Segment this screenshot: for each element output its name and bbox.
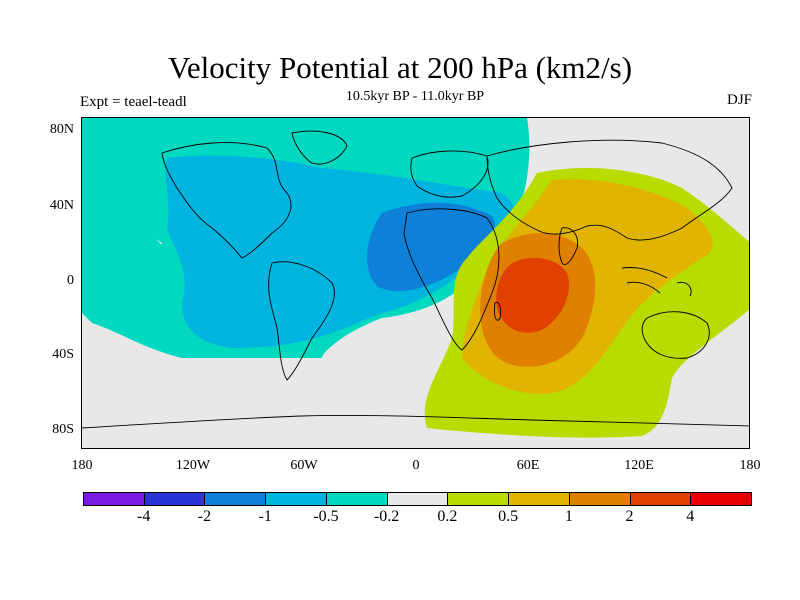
colorbar-swatch <box>83 492 145 506</box>
colorbar-swatch <box>508 492 570 506</box>
map-title: Velocity Potential at 200 hPa (km2/s) <box>167 50 633 85</box>
season-label: DJF <box>726 92 752 108</box>
colorbar-label: -2 <box>197 508 212 525</box>
map-panel <box>81 117 750 449</box>
region-red-orange <box>496 257 570 333</box>
colorbar-swatch <box>568 492 631 506</box>
lon-tick-180w: 180 <box>71 458 93 473</box>
colorbar-label: -4 <box>137 508 151 525</box>
colorbar-swatch <box>143 492 206 506</box>
experiment-label: Expt = teael-teadl <box>80 94 187 110</box>
colorbar-label: 0.2 <box>437 508 458 525</box>
lat-tick-40n: 40N <box>49 198 74 213</box>
lon-tick-120w: 120W <box>175 458 211 473</box>
colorbar-swatch <box>204 492 267 506</box>
lon-tick-120e: 120E <box>624 458 654 473</box>
lat-tick-80n: 80N <box>49 122 74 137</box>
colorbar-swatch <box>447 492 510 506</box>
lat-tick-0: 0 <box>67 273 74 288</box>
region-medium-blue <box>367 202 495 292</box>
colorbar-swatch <box>265 492 327 506</box>
colorbar-label: 0.5 <box>498 508 519 525</box>
region-teal-pacific <box>82 232 162 279</box>
lon-tick-0: 0 <box>412 458 420 473</box>
colorbar-label: 1 <box>564 508 573 525</box>
lon-tick-180e: 180 <box>739 458 761 473</box>
colorbar-swatch <box>629 492 692 506</box>
lon-tick-60w: 60W <box>290 458 318 473</box>
colorbar-label: 2 <box>625 508 634 525</box>
colorbar-label: -1 <box>258 508 272 525</box>
colorbar-swatch <box>690 492 752 506</box>
colorbar-label: -0.5 <box>313 508 339 525</box>
lat-tick-40s: 40S <box>52 347 74 362</box>
colorbar-label: -0.2 <box>373 508 400 525</box>
colorbar-label: 4 <box>686 508 695 525</box>
lon-tick-60e: 60E <box>516 458 540 473</box>
velocity-potential-map <box>82 118 749 448</box>
lat-tick-80s: 80S <box>52 422 74 437</box>
map-subtitle: 10.5kyr BP - 11.0kyr BP <box>345 89 485 104</box>
coastlines <box>82 130 749 429</box>
colorbar-swatch <box>325 492 388 506</box>
colorbar-swatch <box>386 492 449 506</box>
